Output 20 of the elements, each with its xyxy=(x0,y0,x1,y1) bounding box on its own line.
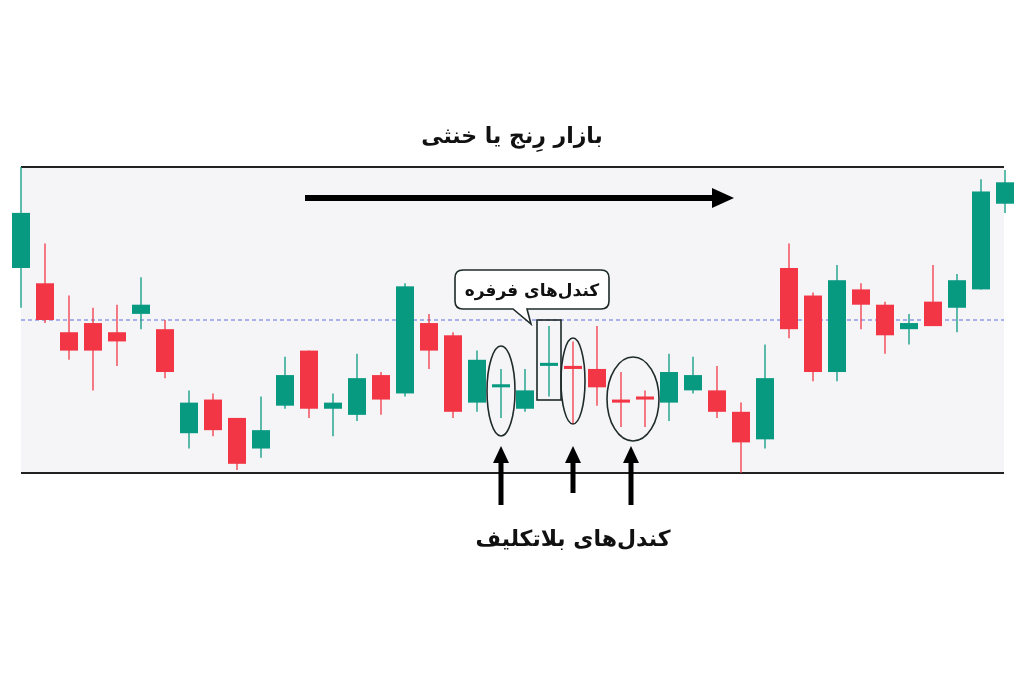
candlestick xyxy=(108,304,126,367)
candlestick xyxy=(684,356,702,395)
candlestick xyxy=(324,392,342,437)
candlestick xyxy=(996,169,1014,214)
candlestick xyxy=(60,294,78,361)
candlestick xyxy=(492,368,510,419)
candlestick xyxy=(564,340,582,425)
candlestick xyxy=(636,389,654,428)
candlestick xyxy=(852,282,870,330)
chart-title: بازار رِنج یا خنثی xyxy=(421,123,603,153)
candlestick xyxy=(708,365,726,419)
candlestick xyxy=(900,313,918,346)
candlestick xyxy=(588,325,606,407)
candlestick xyxy=(612,371,630,428)
candlestick xyxy=(516,368,534,413)
candlestick xyxy=(132,276,150,330)
candlestick xyxy=(252,395,270,459)
candlestick xyxy=(540,325,558,398)
text: کندل‌های بلاتکلیف xyxy=(475,526,671,551)
annotation: کندل‌های فرفره xyxy=(464,280,600,301)
